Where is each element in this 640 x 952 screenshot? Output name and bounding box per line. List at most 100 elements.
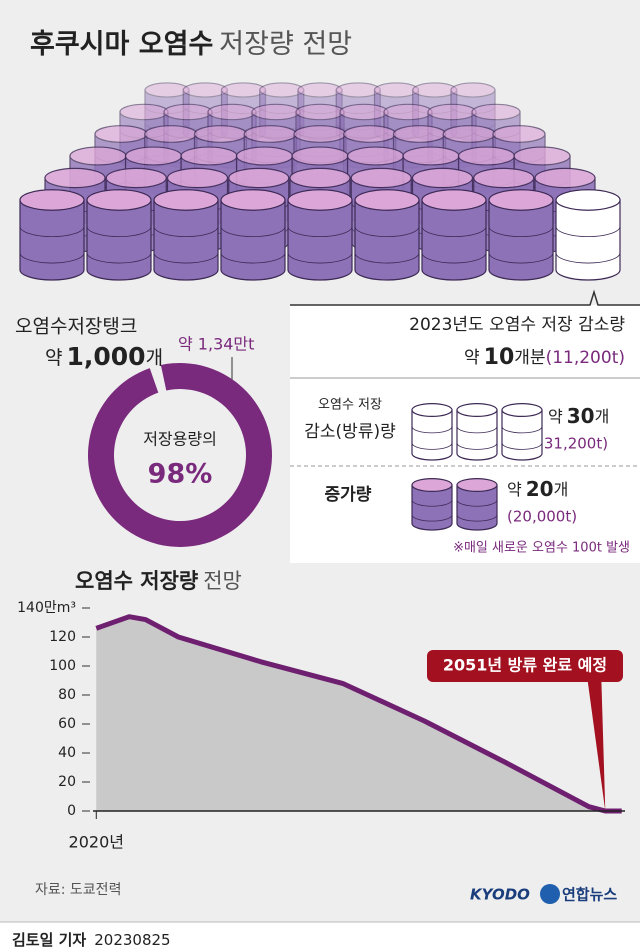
line-chart: 020406080100120140만m³2020년25303540455051… (17, 600, 625, 852)
tanks-count: 약 1,000개 (45, 342, 163, 371)
barrel-top (442, 125, 496, 143)
barrel-top (335, 82, 381, 98)
barrel (456, 403, 498, 461)
barrel-top (182, 82, 228, 98)
barrel-rib (86, 226, 152, 238)
y-tick-label: 20 (58, 774, 76, 790)
barrel-body (456, 484, 498, 531)
prefix: 약 (464, 348, 480, 368)
barrel-top (492, 125, 546, 143)
barrel-top (287, 189, 353, 211)
amount: 30 (567, 404, 595, 428)
barrel-body (411, 484, 453, 531)
barrel-rib (488, 226, 554, 238)
barrel-top (373, 82, 420, 98)
barrel-top (293, 125, 347, 143)
barrel-top (163, 103, 213, 121)
barrel-top (456, 478, 498, 493)
barrel-top (295, 103, 345, 121)
barrel-top (251, 103, 301, 121)
barrel-top (555, 189, 621, 211)
barrel-body (501, 409, 543, 461)
annotation-pointer (587, 678, 606, 811)
barrel (456, 478, 498, 531)
barrel-rib (501, 442, 543, 450)
barrel-rib (411, 426, 453, 434)
barrel-top (235, 146, 294, 166)
y-tick-label: 80 (58, 687, 76, 703)
increase-amount: 약 20개 (507, 477, 568, 501)
barrel-top (297, 82, 343, 98)
barrel (19, 189, 85, 281)
barrel-top (207, 103, 257, 121)
barrel-top (471, 103, 521, 121)
barrel-rib (411, 514, 453, 522)
barrel (153, 189, 219, 281)
barrel-top (383, 103, 433, 121)
suffix: 개 (554, 480, 569, 499)
barrel-rib (421, 226, 487, 238)
reduction-title: 2023년도 오염수 저장 감소량 (409, 315, 625, 335)
barrel-top (289, 167, 351, 189)
annotation-box (427, 650, 623, 682)
barrel-rib (19, 252, 85, 264)
barrel-rib (555, 252, 621, 264)
barrel-rib (86, 252, 152, 264)
barrel-rib (456, 514, 498, 522)
barrel-top (488, 189, 554, 211)
barrel (488, 189, 554, 281)
barrel-top (411, 478, 453, 493)
barrel-rib (421, 252, 487, 264)
y-tick-label: 140만m³ (17, 600, 76, 616)
barrel-rib (456, 426, 498, 434)
barrel-body (555, 199, 621, 281)
barrel-rib (220, 226, 286, 238)
barrel (86, 189, 152, 281)
barrel-top (220, 82, 267, 98)
barrel-top (259, 82, 305, 98)
barrel-top (411, 403, 453, 418)
barrel-top (180, 146, 238, 166)
barrel (220, 189, 286, 281)
barrel-top (86, 189, 152, 211)
barrel-top (473, 167, 535, 189)
reduction-amount: 약 10개분(11,200t) (464, 345, 625, 370)
barrel-top (343, 125, 397, 143)
discharge-label: 감소(방류)량 (304, 422, 396, 442)
barrel-rib (153, 226, 219, 238)
chart-title-bold: 오염수 저장량 (75, 569, 198, 593)
line (95, 614, 622, 814)
tanks-label: 오염수저장탱크 (15, 316, 137, 338)
barrel-rib (287, 252, 353, 264)
barrel-body (421, 199, 487, 281)
barrel-body (456, 409, 498, 461)
barrel (354, 189, 420, 281)
discharge-tons: (31,200t) (538, 435, 608, 453)
count: 1,000 (66, 342, 145, 371)
barrel-top (105, 167, 167, 189)
barrel-top (456, 403, 498, 418)
logo-mark (540, 884, 560, 904)
barrel-rib (220, 252, 286, 264)
barrel-body (287, 199, 353, 281)
barrel-top (19, 189, 85, 211)
barrel-top (144, 82, 190, 98)
y-tick-label: 120 (49, 629, 76, 645)
barrel-top (124, 146, 183, 166)
barrel-top (220, 189, 286, 211)
barrel-body (220, 199, 286, 281)
title-light: 저장량 전망 (219, 29, 352, 60)
byline-name: 김토일 기자 (12, 931, 86, 949)
y-tick-label: 40 (58, 745, 76, 761)
barrel-top (501, 403, 543, 418)
barrel-body (354, 199, 420, 281)
barrel (287, 189, 353, 281)
barrel-body (411, 409, 453, 461)
chart-title: 오염수 저장량 전망 (75, 569, 242, 593)
barrel-top (119, 103, 169, 121)
logo-kyodo: KYODO (470, 886, 530, 904)
barrel-rib (153, 252, 219, 264)
barrel-rib (411, 442, 453, 450)
barrel (555, 189, 621, 281)
